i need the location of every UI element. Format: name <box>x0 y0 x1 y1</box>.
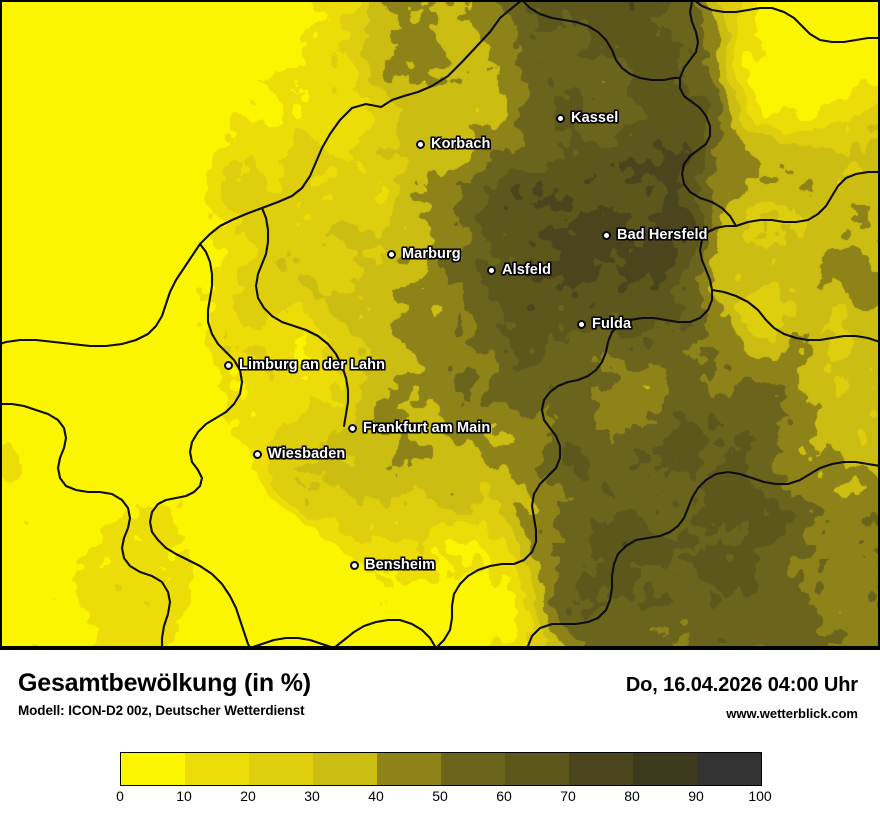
city-marker-kassel[interactable]: Kassel <box>556 110 618 126</box>
colorbar-tick-labels: 0 10 20 30 40 50 60 70 80 90 100 <box>116 788 772 810</box>
colorbar-segment-60 <box>505 753 569 785</box>
city-labels-layer: Kassel Korbach Bad Hersfeld Marburg Alsfeld F… <box>224 110 708 573</box>
colorbar-tick-30: 30 <box>304 788 320 804</box>
city-label: Fulda <box>592 316 632 332</box>
city-dot-icon <box>487 265 496 275</box>
city-label: Wiesbaden <box>268 446 346 462</box>
city-label: Alsfeld <box>502 262 552 278</box>
city-dot-icon <box>556 113 565 123</box>
city-dot-icon <box>348 423 357 433</box>
colorbar-tick-100: 100 <box>748 788 772 804</box>
colorbar-segment-80 <box>633 753 697 785</box>
city-dot-icon <box>350 560 359 570</box>
colorbar-segment-10 <box>185 753 249 785</box>
colorbar-gradient <box>120 752 762 786</box>
meta-block: Do, 16.04.2026 04:00 Uhr www.wetterblick… <box>626 674 858 721</box>
city-marker-fulda[interactable]: Fulda <box>577 316 631 332</box>
city-label: Kassel <box>571 110 619 126</box>
city-label: Limburg an der Lahn <box>239 357 386 373</box>
city-marker-bensheim[interactable]: Bensheim <box>350 557 435 573</box>
city-marker-marburg[interactable]: Marburg <box>387 246 461 262</box>
city-label: Korbach <box>431 136 491 152</box>
city-marker-alsfeld[interactable]: Alsfeld <box>487 262 551 278</box>
colorbar-tick-50: 50 <box>432 788 448 804</box>
caption-panel: Gesamtbewölkung (in %) Modell: ICON-D2 0… <box>0 650 880 830</box>
website-credit: www.wetterblick.com <box>726 706 858 721</box>
colorbar-tick-70: 70 <box>560 788 576 804</box>
valid-timestamp: Do, 16.04.2026 04:00 Uhr <box>625 674 858 696</box>
city-dot-icon <box>387 249 396 259</box>
colorbar-tick-20: 20 <box>240 788 256 804</box>
colorbar-segment-50 <box>441 753 505 785</box>
colorbar-tick-60: 60 <box>496 788 512 804</box>
city-label: Frankfurt am Main <box>363 420 491 436</box>
colorbar-tick-0: 0 <box>116 788 124 804</box>
model-subtitle: Modell: ICON-D2 00z, Deutscher Wetterdie… <box>18 703 305 719</box>
colorbar-segment-90 <box>697 753 761 785</box>
colorbar-segment-0 <box>121 753 185 785</box>
city-marker-wiesbaden[interactable]: Wiesbaden <box>253 446 345 462</box>
colorbar-tick-80: 80 <box>624 788 640 804</box>
weather-map-panel[interactable]: Kassel Korbach Bad Hersfeld Marburg Alsfeld F… <box>0 0 880 650</box>
page-title: Gesamtbewölkung (in %) <box>18 669 311 697</box>
city-label: Marburg <box>402 246 461 262</box>
colorbar-tick-10: 10 <box>176 788 192 804</box>
city-label: Bad Hersfeld <box>617 227 708 243</box>
city-dot-icon <box>577 319 586 329</box>
city-marker-korbach[interactable]: Korbach <box>416 136 491 152</box>
city-dot-icon <box>602 230 611 240</box>
city-dot-icon <box>416 139 425 149</box>
colorbar-tick-40: 40 <box>368 788 384 804</box>
city-marker-frankfurt-am-main[interactable]: Frankfurt am Main <box>348 420 490 436</box>
city-dot-icon <box>224 360 233 370</box>
colorbar-segment-70 <box>569 753 633 785</box>
city-marker-limburg-an-der-lahn[interactable]: Limburg an der Lahn <box>224 357 385 373</box>
colorbar-segment-20 <box>249 753 313 785</box>
city-label: Bensheim <box>365 557 436 573</box>
colorbar-segment-40 <box>377 753 441 785</box>
city-dot-icon <box>253 449 262 459</box>
colorbar-tick-90: 90 <box>688 788 704 804</box>
city-marker-bad-hersfeld[interactable]: Bad Hersfeld <box>602 227 708 243</box>
title-block: Gesamtbewölkung (in %) Modell: ICON-D2 0… <box>18 669 311 719</box>
colorbar-segment-30 <box>313 753 377 785</box>
